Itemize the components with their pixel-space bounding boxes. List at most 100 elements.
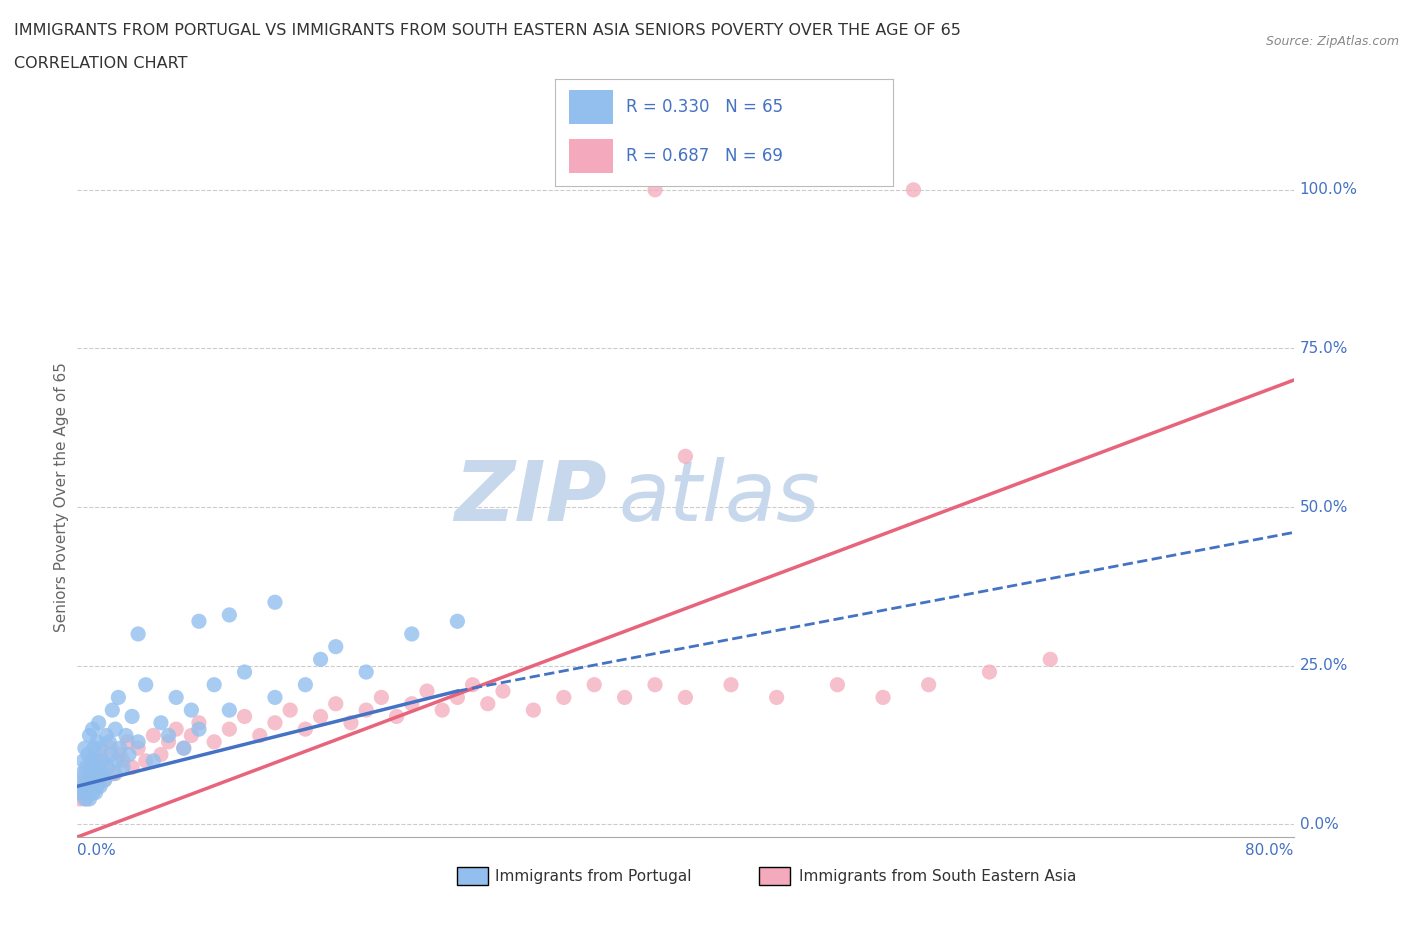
Point xyxy=(72,778,94,793)
Point xyxy=(75,760,97,775)
Point xyxy=(121,709,143,724)
Bar xyxy=(569,139,613,173)
Text: CORRELATION CHART: CORRELATION CHART xyxy=(14,56,187,71)
Point xyxy=(70,766,93,781)
Point xyxy=(218,722,240,737)
Point xyxy=(249,728,271,743)
Point xyxy=(294,722,316,737)
Text: 80.0%: 80.0% xyxy=(1246,844,1294,858)
Point xyxy=(82,785,104,800)
Point xyxy=(73,766,96,781)
Point xyxy=(69,791,91,806)
Point xyxy=(218,703,240,718)
Point xyxy=(354,665,377,680)
Point xyxy=(325,639,347,654)
Point xyxy=(111,760,134,775)
Point xyxy=(86,778,108,793)
Point xyxy=(157,735,180,750)
Point xyxy=(100,740,122,755)
Text: 25.0%: 25.0% xyxy=(1299,658,1348,673)
Point xyxy=(233,665,256,680)
Point xyxy=(111,753,134,768)
Point xyxy=(77,773,100,788)
Point xyxy=(180,728,202,743)
Point xyxy=(1039,652,1062,667)
Point xyxy=(107,690,129,705)
Point xyxy=(492,684,515,698)
Point xyxy=(218,607,240,622)
Point xyxy=(430,703,453,718)
Point xyxy=(105,753,128,768)
Point xyxy=(149,747,172,762)
Point xyxy=(135,677,157,692)
Point xyxy=(80,778,103,793)
Point xyxy=(553,690,575,705)
Point xyxy=(979,665,1001,680)
Point xyxy=(89,778,111,793)
Text: Immigrants from South Eastern Asia: Immigrants from South Eastern Asia xyxy=(799,869,1076,883)
Point xyxy=(83,773,105,788)
Point xyxy=(73,773,96,788)
Text: atlas: atlas xyxy=(619,457,820,538)
Point xyxy=(91,753,114,768)
Point xyxy=(115,728,138,743)
Point xyxy=(173,740,195,755)
Point xyxy=(77,778,100,793)
Point xyxy=(583,677,606,692)
Point xyxy=(87,766,110,781)
Point xyxy=(477,697,499,711)
Point xyxy=(202,735,225,750)
Point xyxy=(188,614,211,629)
Point xyxy=(79,791,101,806)
Point xyxy=(79,766,101,781)
Point xyxy=(73,740,96,755)
Point xyxy=(90,753,112,768)
Point xyxy=(89,740,111,755)
Point xyxy=(294,677,316,692)
Point xyxy=(354,703,377,718)
Point xyxy=(87,747,110,762)
Point xyxy=(75,785,97,800)
Point xyxy=(96,728,118,743)
Point xyxy=(644,182,666,197)
Point xyxy=(872,690,894,705)
Text: ZIP: ZIP xyxy=(454,457,606,538)
Text: 0.0%: 0.0% xyxy=(1299,817,1339,831)
Point xyxy=(135,753,157,768)
Text: 50.0%: 50.0% xyxy=(1299,499,1348,514)
Point xyxy=(82,753,104,768)
Point xyxy=(157,728,180,743)
Point xyxy=(264,690,287,705)
Point xyxy=(173,740,195,755)
Text: 75.0%: 75.0% xyxy=(1299,341,1348,356)
Text: R = 0.687   N = 69: R = 0.687 N = 69 xyxy=(626,147,783,165)
Point xyxy=(97,760,120,775)
Point xyxy=(118,747,141,762)
Point xyxy=(93,773,115,788)
Point xyxy=(77,747,100,762)
Point xyxy=(84,766,107,781)
Point xyxy=(264,595,287,610)
Point xyxy=(98,735,121,750)
Point xyxy=(84,785,107,800)
Point xyxy=(309,652,332,667)
Point xyxy=(165,722,187,737)
Text: Immigrants from Portugal: Immigrants from Portugal xyxy=(495,869,692,883)
Point xyxy=(79,728,101,743)
Point xyxy=(79,778,101,793)
Point xyxy=(104,722,127,737)
Point xyxy=(142,753,165,768)
Point xyxy=(644,677,666,692)
Point xyxy=(87,715,110,730)
Point xyxy=(69,785,91,800)
Text: Source: ZipAtlas.com: Source: ZipAtlas.com xyxy=(1265,35,1399,48)
Point xyxy=(522,703,544,718)
Point xyxy=(675,449,697,464)
Point xyxy=(80,753,103,768)
Text: IMMIGRANTS FROM PORTUGAL VS IMMIGRANTS FROM SOUTH EASTERN ASIA SENIORS POVERTY O: IMMIGRANTS FROM PORTUGAL VS IMMIGRANTS F… xyxy=(14,23,960,38)
Point xyxy=(82,785,104,800)
Point xyxy=(70,778,93,793)
Point xyxy=(278,703,301,718)
Point xyxy=(416,684,439,698)
Point xyxy=(82,760,104,775)
